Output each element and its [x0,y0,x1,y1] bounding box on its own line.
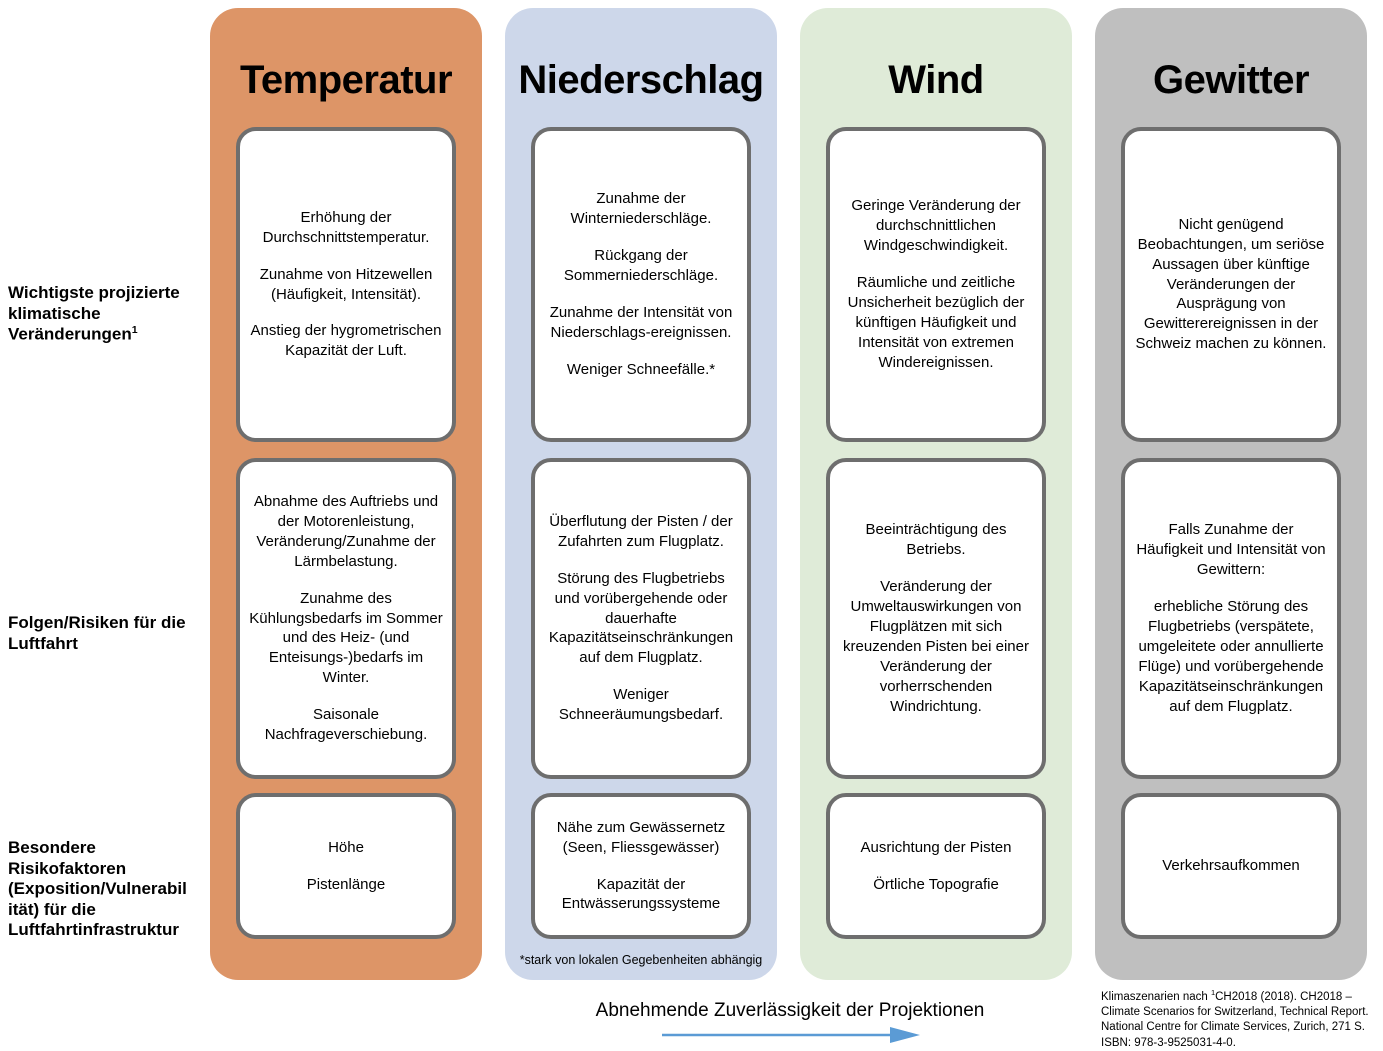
row-label-text: Besondere Risikofaktoren (Exposition/Vul… [8,838,187,939]
card-gewitter-climate-changes: Nicht genügend Beobachtungen, um seriöse… [1121,127,1341,442]
column-temperatur: Temperatur Erhöhung der Durchschnittstem… [210,8,482,980]
footnote-marker: 1 [131,324,138,337]
card-text: Örtliche Topografie [873,875,999,893]
card-text: Zunahme des Kühlungsbedarfs im Sommer un… [249,589,443,687]
card-gewitter-risk-factors: Verkehrsaufkommen [1121,793,1341,939]
decreasing-reliability-label: Abnehmende Zuverlässigkeit der Projektio… [595,1000,985,1021]
card-text: Pistenlänge [306,875,386,893]
card-niederschlag-climate-changes: Zunahme der Winterniederschläge. Rückgan… [531,127,751,442]
card-text: Beeinträchtigung des Betriebs. [865,521,1007,559]
card-text: Weniger Schneefälle.* [566,360,716,378]
column-title-gewitter: Gewitter [1152,58,1310,102]
card-niederschlag-consequences: Überflutung der Pisten / der Zufahrten z… [531,458,751,779]
card-gewitter-consequences: Falls Zunahme der Häufigkeit und Intensi… [1121,458,1341,779]
row-label-risk-factors: Besondere Risikofaktoren (Exposition/Vul… [8,818,210,940]
citation-footnote-marker: 1 [1210,988,1216,997]
card-temperatur-risk-factors: Höhe Pistenlänge [236,793,456,939]
column-title-wind: Wind [888,58,984,102]
right-arrow-icon [662,1027,920,1043]
card-text: Kapazität der Entwässerungssysteme [561,875,721,913]
card-text: Weniger Schneeräumungsbedarf. [558,686,724,724]
column-gewitter: Gewitter Nicht genügend Beobachtungen, u… [1095,8,1367,980]
card-text: Verkehrsaufkommen [1162,857,1300,875]
card-text: Rückgang der Sommerniederschläge. [563,247,719,285]
local-conditions-footnote: *stark von lokalen Gegebenheiten abhängi… [519,953,763,967]
column-title-temperatur: Temperatur [239,58,453,102]
card-text: Zunahme der Intensität von Niederschlags… [549,303,733,341]
card-text: Überflutung der Pisten / der Zufahrten z… [549,512,733,550]
row-label-projected-climate-changes: Wichtigste projizierte klimatische Verän… [8,263,210,345]
card-text: Räumliche und zeitliche Unsicherheit bez… [847,274,1025,371]
card-text: Saisonale Nachfrageverschiebung. [264,706,428,744]
column-niederschlag: Niederschlag Zunahme der Winterniedersch… [505,8,777,980]
column-wind: Wind Geringe Veränderung der durchschnit… [800,8,1072,980]
card-text: Veränderung der Umweltauswirkungen von F… [843,578,1029,715]
card-text: Zunahme der Winterniederschläge. [570,190,712,228]
card-text: Ausrichtung der Pisten [860,838,1012,856]
card-text: Abnahme des Auftriebs und der Motorenlei… [253,492,439,570]
card-text: Falls Zunahme der Häufigkeit und Intensi… [1136,521,1326,579]
row-label-text: Wichtigste projizierte klimatische Verän… [8,283,180,344]
card-wind-climate-changes: Geringe Veränderung der durchschnittlich… [826,127,1046,442]
card-text: Störung des Flugbetriebs und vorübergehe… [548,569,734,667]
row-label-text: Folgen/Risiken für die Luftfahrt [8,613,186,653]
card-text: Höhe [328,838,364,856]
citation-text: CH2018 (2018). CH2018 – Climate Scenario… [1101,990,1369,1049]
card-text: Nicht genügend Beobachtungen, um seriöse… [1135,215,1327,353]
card-wind-consequences: Beeinträchtigung des Betriebs. Veränderu… [826,458,1046,779]
card-wind-risk-factors: Ausrichtung der Pisten Örtliche Topograf… [826,793,1046,939]
card-text: Erhöhung der Durchschnittstemperatur. [262,208,430,246]
column-title-niederschlag: Niederschlag [518,58,764,102]
card-temperatur-consequences: Abnahme des Auftriebs und der Motorenlei… [236,458,456,779]
citation-prefix: Klimaszenarien nach [1101,990,1211,1003]
card-text: Geringe Veränderung der durchschnittlich… [851,197,1021,255]
card-niederschlag-risk-factors: Nähe zum Gewässernetz (Seen, Fliessgewäs… [531,793,751,939]
card-temperatur-climate-changes: Erhöhung der Durchschnittstemperatur. Zu… [236,127,456,442]
source-citation: Klimaszenarien nach 1CH2018 (2018). CH20… [1101,988,1381,1051]
card-text: Anstieg der hygrometrischen Kapazität de… [250,322,442,360]
card-text: erhebliche Störung des Flugbetriebs (ver… [1138,598,1324,715]
card-text: Nähe zum Gewässernetz (Seen, Fliessgewäs… [556,818,726,856]
row-label-aviation-consequences: Folgen/Risiken für die Luftfahrt [8,593,210,654]
card-text: Zunahme von Hitzewellen (Häufigkeit, Int… [259,265,433,303]
